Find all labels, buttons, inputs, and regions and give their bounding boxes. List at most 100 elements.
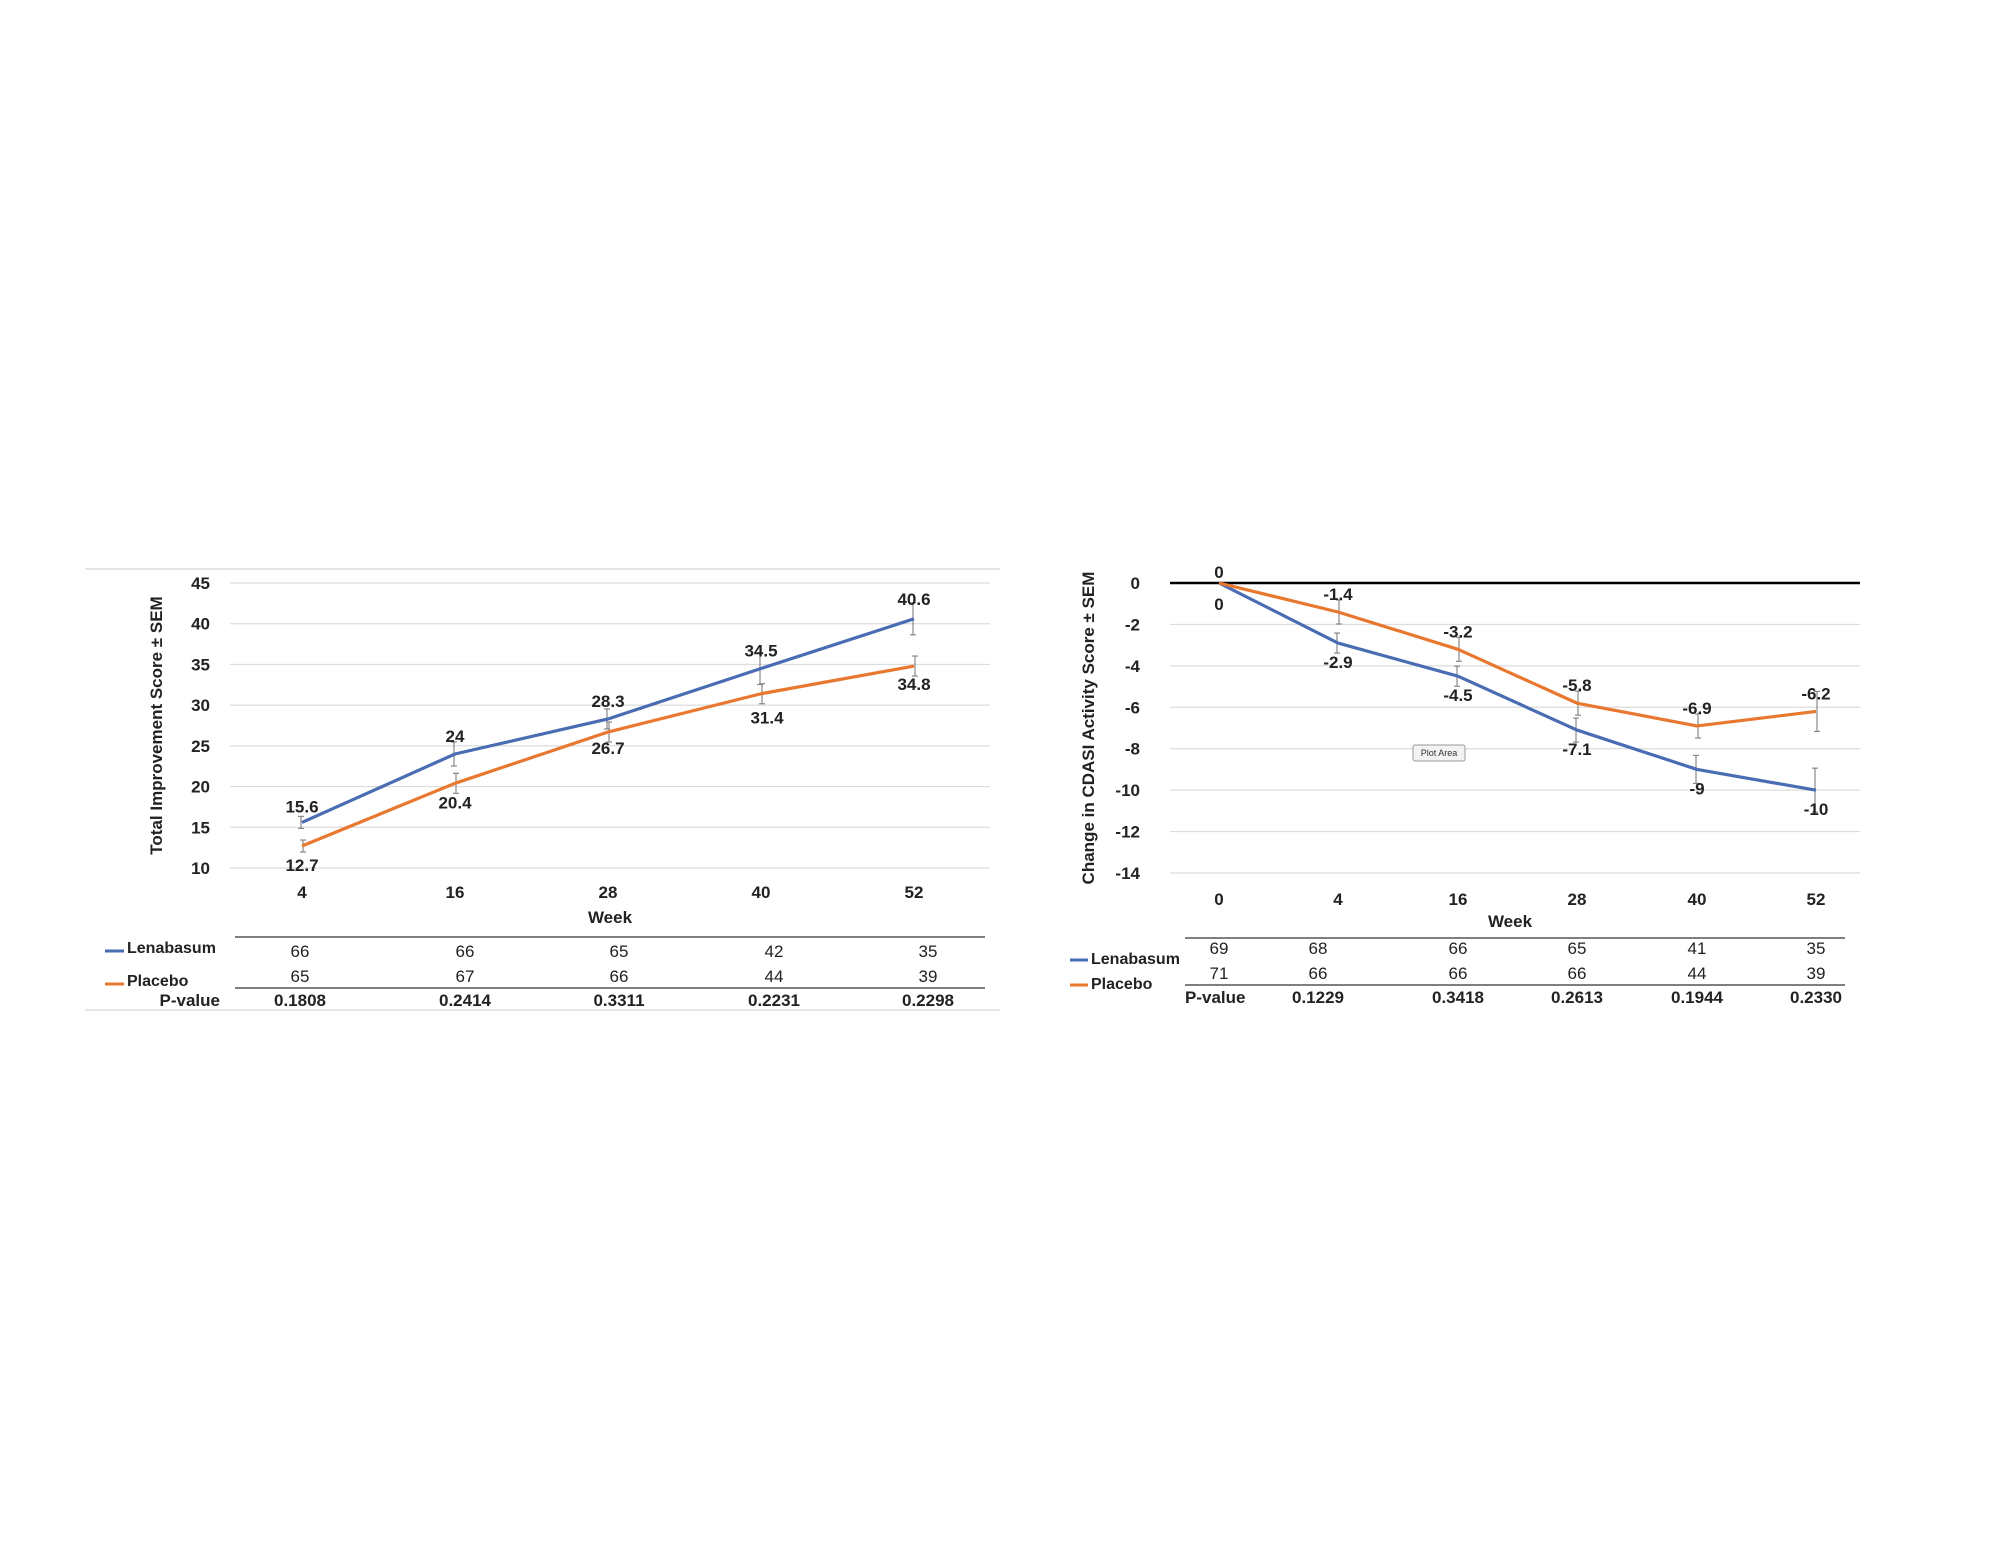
plot-area-tooltip bbox=[1412, 744, 1466, 762]
series-line-lenabasum bbox=[301, 617, 915, 824]
pvalue-label: P-value bbox=[160, 991, 220, 1010]
data-label: 24 bbox=[446, 727, 465, 746]
data-label: 12.7 bbox=[285, 856, 318, 875]
table-cell: 66 bbox=[291, 942, 310, 961]
y-tick-label: 30 bbox=[191, 696, 210, 715]
table-cell: 35 bbox=[1807, 939, 1826, 958]
chart-total-improvement-score: 10 15 20 25 30 35 40 45 Total Improvement Score … bbox=[80, 555, 1000, 1015]
table-cell: 66 bbox=[1449, 964, 1468, 983]
pvalue-cell: 0.3311 bbox=[593, 991, 644, 1010]
data-label: 0 bbox=[1214, 595, 1223, 614]
x-tick-label: 0 bbox=[1214, 890, 1223, 909]
y-tick-label: 0 bbox=[1131, 574, 1140, 593]
data-label: 40.6 bbox=[897, 590, 930, 609]
x-tick-label: 40 bbox=[752, 883, 771, 902]
y-tick-label: 15 bbox=[191, 818, 210, 837]
x-tick-label: 52 bbox=[905, 883, 924, 902]
data-label: 26.7 bbox=[591, 739, 624, 758]
data-label: -6.9 bbox=[1682, 699, 1711, 718]
table-cell: 66 bbox=[456, 942, 475, 961]
pvalue-cell: 0.2298 bbox=[902, 991, 954, 1010]
x-tick-label: 28 bbox=[599, 883, 618, 902]
table-cell: 66 bbox=[1309, 964, 1328, 983]
pvalue-cell: 0.1808 bbox=[274, 991, 326, 1010]
y-tick-label: -6 bbox=[1125, 698, 1140, 717]
data-label: -5.8 bbox=[1562, 676, 1591, 695]
x-tick-label: 16 bbox=[1449, 890, 1468, 909]
data-label: -6.2 bbox=[1801, 684, 1830, 703]
y-axis-title: Change in CDASI Activity Score ± SEM bbox=[1079, 572, 1098, 885]
data-label: -2.9 bbox=[1323, 653, 1352, 672]
data-label: -3.2 bbox=[1443, 622, 1472, 641]
data-label: 28.3 bbox=[591, 692, 624, 711]
table-cell: 35 bbox=[919, 942, 938, 961]
y-tick-label: -10 bbox=[1115, 781, 1140, 800]
y-tick-label: 20 bbox=[191, 778, 210, 797]
x-tick-label: 52 bbox=[1807, 890, 1826, 909]
data-label: 0 bbox=[1214, 563, 1223, 582]
x-tick-label: 4 bbox=[1333, 890, 1343, 909]
table-cell: 66 bbox=[1568, 964, 1587, 983]
chart1-svg: 10 15 20 25 30 35 40 45 Total Improvement Score … bbox=[85, 568, 1000, 1011]
x-tick-label: 28 bbox=[1568, 890, 1587, 909]
pvalue-cell: 0.2231 bbox=[748, 991, 800, 1010]
table-cell: 39 bbox=[1807, 964, 1826, 983]
y-tick-label: -14 bbox=[1115, 864, 1140, 883]
table-cell: 68 bbox=[1309, 939, 1328, 958]
pvalue-cell: 0.3418 bbox=[1432, 988, 1484, 1007]
y-tick-label: 45 bbox=[191, 574, 210, 593]
x-tick-label: 40 bbox=[1688, 890, 1707, 909]
y-tick-label: -2 bbox=[1125, 615, 1140, 634]
table-cell: 65 bbox=[291, 967, 310, 986]
table-cell: 41 bbox=[1688, 939, 1707, 958]
table-cell: 71 bbox=[1210, 964, 1229, 983]
x-tick-label: 4 bbox=[297, 883, 307, 902]
data-label: 20.4 bbox=[438, 793, 472, 812]
data-label: 34.5 bbox=[744, 642, 777, 661]
y-tick-label: -12 bbox=[1115, 823, 1140, 842]
pvalue-cell: 0.1944 bbox=[1671, 988, 1724, 1007]
table-cell: 42 bbox=[765, 942, 784, 961]
plot-area-tooltip-text: Plot Area bbox=[1421, 748, 1458, 758]
pvalue-label: P-value bbox=[1185, 988, 1245, 1007]
series-line-lenabasum bbox=[1218, 581, 1817, 792]
table-cell: 65 bbox=[610, 942, 629, 961]
series-line-placebo bbox=[1218, 581, 1817, 728]
x-tick-label: 16 bbox=[446, 883, 465, 902]
data-label: -10 bbox=[1804, 800, 1829, 819]
chart2-svg: 0 -2 -4 -6 -8 -10 -12 -14 Change in CDASI Activi… bbox=[1070, 563, 1860, 1007]
table-cell: 65 bbox=[1568, 939, 1587, 958]
y-tick-label: -4 bbox=[1125, 657, 1141, 676]
table-cell: 67 bbox=[456, 967, 475, 986]
pvalue-cell: 0.2330 bbox=[1790, 988, 1842, 1007]
y-tick-label: -8 bbox=[1125, 740, 1140, 759]
x-axis-title: Week bbox=[588, 908, 633, 927]
y-tick-label: 10 bbox=[191, 859, 210, 878]
table-cell: 44 bbox=[765, 967, 784, 986]
table-cell: 39 bbox=[919, 967, 938, 986]
y-tick-label: 25 bbox=[191, 737, 210, 756]
legend-label: Placebo bbox=[1091, 976, 1153, 993]
data-label: 15.6 bbox=[285, 797, 318, 816]
pvalue-cell: 0.2613 bbox=[1551, 988, 1603, 1007]
y-tick-label: 40 bbox=[191, 615, 210, 634]
series-line-placebo bbox=[301, 664, 915, 848]
pvalue-cell: 0.2414 bbox=[439, 991, 492, 1010]
legend-label: Lenabasum bbox=[1091, 951, 1180, 968]
pvalue-cell: 0.1229 bbox=[1292, 988, 1344, 1007]
legend-label: Lenabasum bbox=[127, 940, 216, 957]
data-label: -9 bbox=[1689, 779, 1704, 798]
data-label: -7.1 bbox=[1562, 740, 1591, 759]
data-label: -1.4 bbox=[1323, 585, 1353, 604]
data-label: -4.5 bbox=[1443, 686, 1472, 705]
x-axis-title: Week bbox=[1488, 912, 1533, 931]
y-axis-title: Total Improvement Score ± SEM bbox=[147, 596, 166, 854]
data-label: 31.4 bbox=[750, 709, 784, 728]
data-label: 34.8 bbox=[897, 675, 930, 694]
table-cell: 69 bbox=[1210, 939, 1229, 958]
y-tick-label: 35 bbox=[191, 655, 210, 674]
legend-label: Placebo bbox=[127, 973, 189, 990]
chart-cdasi-activity-score: 0 -2 -4 -6 -8 -10 -12 -14 Change in CDASI Activi… bbox=[1060, 555, 1860, 1015]
table-cell: 66 bbox=[1449, 939, 1468, 958]
table-cell: 44 bbox=[1688, 964, 1707, 983]
